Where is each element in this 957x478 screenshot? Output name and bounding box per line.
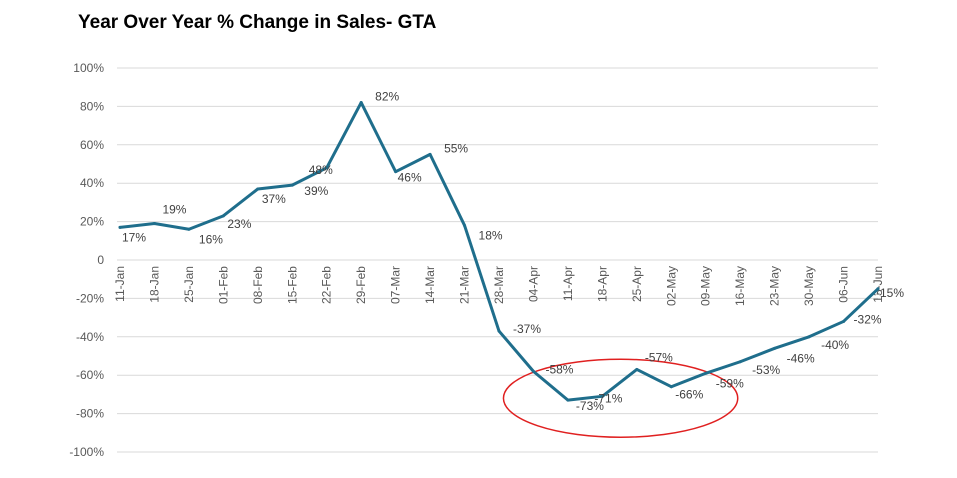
data-label: 55% [444, 141, 468, 155]
data-label: -53% [752, 363, 780, 377]
data-point [738, 360, 742, 364]
x-tick-label: 23-May [768, 266, 782, 306]
x-tick-label: 18-Apr [595, 266, 609, 302]
data-point [842, 319, 846, 323]
data-label: 82% [375, 90, 399, 104]
data-label: 16% [199, 232, 223, 246]
data-point [600, 394, 604, 398]
data-point [635, 367, 639, 371]
data-label: 48% [309, 163, 333, 177]
x-tick-label: 16-May [733, 266, 747, 306]
x-tick-label: 18-Jan [147, 266, 161, 303]
data-point [256, 187, 260, 191]
y-tick-label: 100% [73, 61, 104, 75]
data-point [566, 398, 570, 402]
x-tick-label: 25-Apr [630, 266, 644, 302]
data-point [773, 346, 777, 350]
x-tick-label: 11-Jan [113, 266, 127, 302]
data-label: -37% [513, 322, 541, 336]
y-tick-label: 80% [80, 99, 104, 113]
x-tick-label: 04-Apr [526, 266, 540, 302]
y-tick-label: -40% [76, 330, 104, 344]
y-tick-label: 20% [80, 215, 104, 229]
y-tick-label: -60% [76, 368, 104, 382]
data-label: 17% [122, 230, 146, 244]
x-tick-label: 14-Mar [423, 266, 437, 304]
data-label: -59% [716, 376, 744, 390]
data-point [807, 335, 811, 339]
chart-title: Year Over Year % Change in Sales- GTA [78, 12, 437, 33]
x-tick-label: 08-Feb [251, 266, 265, 304]
data-point [290, 183, 294, 187]
y-tick-label: 60% [80, 138, 104, 152]
x-tick-label: 21-Mar [458, 266, 472, 304]
data-label: -15% [876, 286, 904, 300]
data-point [463, 223, 467, 227]
x-tick-label: 09-May [699, 266, 713, 306]
data-label: 19% [162, 203, 186, 217]
data-label: -46% [787, 351, 815, 365]
data-point [394, 170, 398, 174]
data-point [325, 166, 329, 170]
data-point [428, 152, 432, 156]
y-tick-label: -80% [76, 407, 104, 421]
data-point [497, 329, 501, 333]
data-point [152, 222, 156, 226]
y-tick-label: 40% [80, 176, 104, 190]
data-label: -66% [675, 388, 703, 402]
data-label: -71% [594, 391, 622, 405]
data-label: 18% [479, 228, 503, 242]
data-point [118, 225, 122, 229]
data-label: -40% [821, 338, 849, 352]
x-tick-label: 29-Feb [354, 266, 368, 304]
data-label: -57% [645, 350, 673, 364]
data-point [187, 227, 191, 231]
x-tick-label: 30-May [802, 266, 816, 306]
x-tick-label: 28-Mar [492, 266, 506, 304]
data-label: -73% [576, 399, 604, 413]
y-tick-label: -20% [76, 291, 104, 305]
data-label: 46% [398, 171, 422, 185]
data-point [221, 214, 225, 218]
y-tick-label: 0 [97, 253, 104, 267]
x-tick-label: 07-Mar [389, 266, 403, 304]
data-point [669, 385, 673, 389]
data-label: 39% [304, 184, 328, 198]
data-label: -32% [854, 312, 882, 326]
x-tick-label: 06-Jun [837, 266, 851, 303]
data-label: -58% [545, 362, 573, 376]
x-tick-label: 11-Apr [561, 266, 575, 301]
data-point [531, 369, 535, 373]
y-tick-label: -100% [69, 445, 104, 459]
x-tick-label: 25-Jan [182, 266, 196, 303]
data-point [359, 101, 363, 105]
x-tick-label: 02-May [664, 266, 678, 306]
series-line [118, 101, 880, 402]
x-tick-label: 15-Feb [285, 266, 299, 304]
x-tick-label: 01-Feb [216, 266, 230, 304]
data-label: 23% [227, 217, 251, 231]
data-label: 37% [262, 192, 286, 206]
annotation-ellipse [502, 358, 739, 438]
x-tick-label: 22-Feb [320, 266, 334, 304]
data-point [876, 287, 880, 291]
data-point [704, 371, 708, 375]
